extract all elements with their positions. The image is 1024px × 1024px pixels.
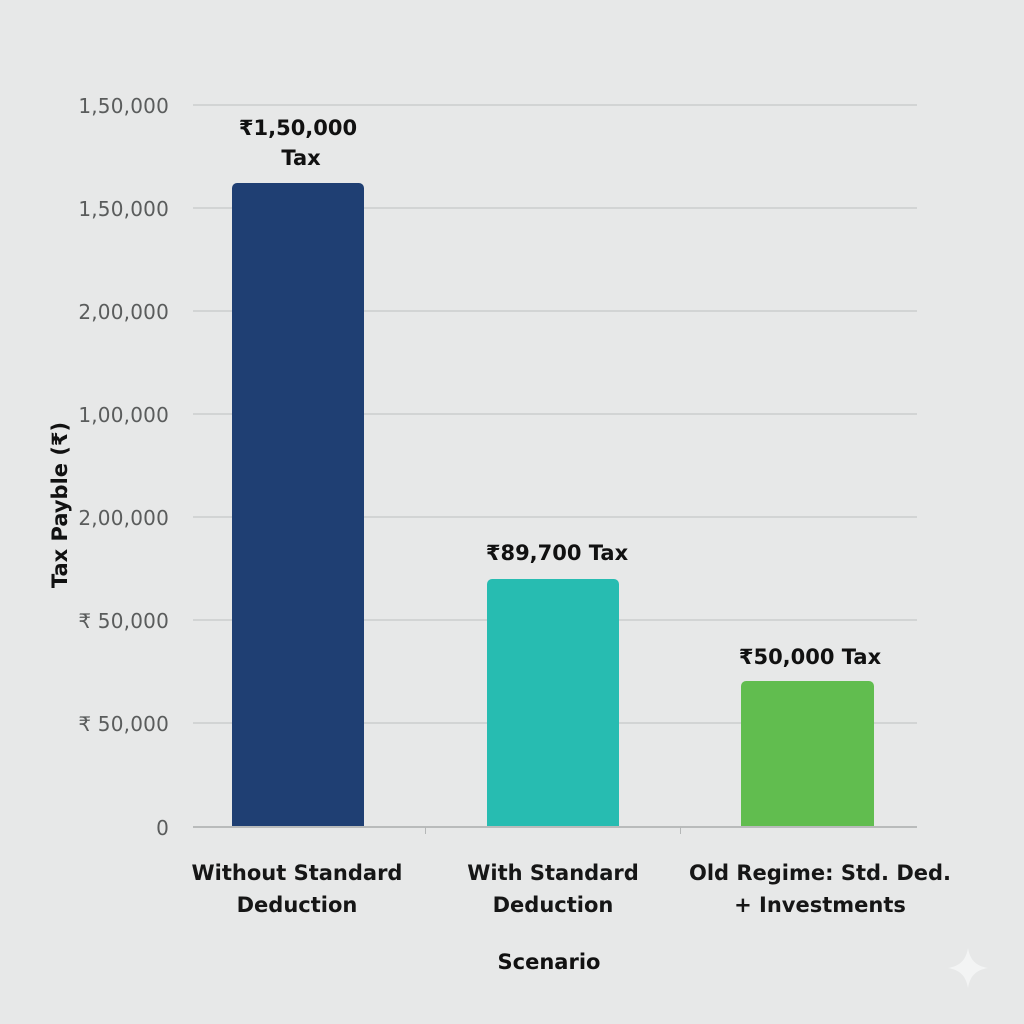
x-axis-title: Scenario xyxy=(497,950,601,974)
x-category-label: With Standard Deduction xyxy=(467,861,639,917)
y-tick-label: 1,50,000 xyxy=(78,197,169,221)
gridline xyxy=(193,207,917,209)
x-axis-tick xyxy=(680,827,681,834)
y-tick-label: 2,00,000 xyxy=(78,506,169,530)
bar-value-suffix: Tax xyxy=(281,146,321,170)
sparkle-icon xyxy=(948,948,988,988)
bar-value-label: ₹50,000 Tax xyxy=(738,645,882,669)
bar-old-regime xyxy=(741,681,874,827)
x-axis-line xyxy=(193,826,917,828)
y-tick-label: ₹ 50,000 xyxy=(78,609,169,633)
gridline xyxy=(193,413,917,415)
bar-with-standard-deduction xyxy=(487,579,619,827)
gridline xyxy=(193,104,917,106)
gridline xyxy=(193,310,917,312)
y-tick-label: 1,00,000 xyxy=(78,403,169,427)
y-tick-label: ₹ 50,000 xyxy=(78,712,169,736)
bar-value-label: ₹1,50,000 Tax xyxy=(239,113,357,173)
y-tick-label: 0 xyxy=(156,816,169,840)
bar-without-standard-deduction xyxy=(232,183,364,827)
bar-value-label: ₹89,700 Tax xyxy=(485,541,629,565)
y-axis-title: Tax Payble (₹) xyxy=(48,421,72,589)
bar-value-amount: ₹1,50,000 xyxy=(238,116,358,140)
x-axis-tick xyxy=(425,827,426,834)
y-tick-label: 2,00,000 xyxy=(78,300,169,324)
x-category-label: Without Standard Deduction xyxy=(191,861,403,917)
y-tick-label: 1,50,000 xyxy=(78,94,169,118)
gridline xyxy=(193,516,917,518)
x-category-label: Old Regime: Std. Ded. + Investments xyxy=(688,861,952,917)
